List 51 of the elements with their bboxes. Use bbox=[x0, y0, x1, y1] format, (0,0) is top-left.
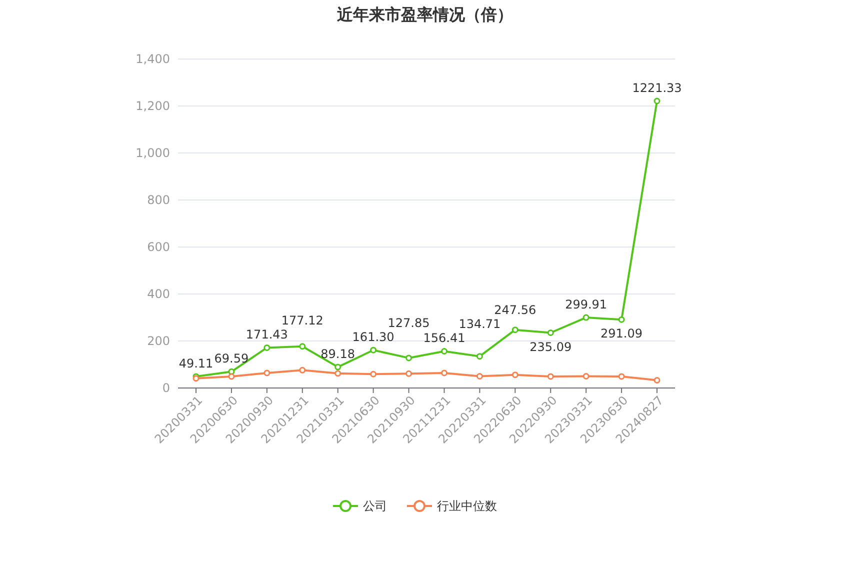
point bbox=[476, 373, 483, 380]
point bbox=[370, 370, 377, 378]
point bbox=[512, 326, 518, 334]
point bbox=[440, 348, 448, 354]
point bbox=[547, 373, 554, 380]
data-label: 235.09 bbox=[530, 340, 572, 354]
point bbox=[264, 344, 270, 351]
point bbox=[654, 98, 660, 104]
y-tick-label: 0 bbox=[162, 381, 170, 396]
data-label: 89.18 bbox=[320, 347, 356, 362]
point bbox=[654, 376, 660, 384]
data-label: 171.43 bbox=[246, 328, 288, 342]
data-label: 134.71 bbox=[458, 317, 501, 332]
y-tick-label: 1,400 bbox=[136, 52, 170, 66]
point bbox=[334, 364, 342, 370]
y-tick-label: 200 bbox=[147, 334, 170, 348]
point bbox=[512, 372, 518, 378]
point bbox=[299, 343, 306, 350]
y-tick-label: 800 bbox=[147, 193, 170, 208]
y-tick-label: 1,200 bbox=[136, 99, 170, 114]
point bbox=[476, 353, 483, 360]
y-tick-label: 1,000 bbox=[136, 146, 170, 160]
point bbox=[334, 370, 342, 377]
data-label: 291.09 bbox=[600, 326, 643, 341]
point bbox=[618, 316, 625, 323]
point bbox=[582, 373, 590, 380]
point bbox=[547, 330, 554, 336]
point bbox=[440, 370, 448, 376]
point bbox=[582, 314, 590, 321]
point bbox=[406, 370, 412, 377]
data-label: 177.12 bbox=[281, 314, 324, 328]
legend-label: 行业中位数 bbox=[437, 499, 497, 514]
data-label: 69.59 bbox=[214, 352, 249, 366]
point bbox=[228, 368, 235, 375]
chart-title: 近年来市盈率情况（倍） bbox=[336, 5, 513, 24]
point bbox=[406, 354, 412, 362]
data-label: 49.11 bbox=[178, 356, 214, 370]
point bbox=[370, 346, 377, 354]
point bbox=[264, 370, 270, 376]
data-label: 156.41 bbox=[423, 331, 466, 346]
point bbox=[618, 373, 625, 380]
point bbox=[228, 373, 235, 380]
data-label: 127.85 bbox=[388, 316, 430, 330]
data-label: 247.56 bbox=[494, 303, 536, 318]
data-label: 299.91 bbox=[565, 298, 608, 312]
y-tick-label: 600 bbox=[147, 240, 170, 254]
y-tick-label: 400 bbox=[147, 287, 170, 302]
legend-label: 公司 bbox=[363, 499, 387, 514]
data-label: 161.30 bbox=[352, 330, 394, 344]
data-label: 1221.33 bbox=[632, 80, 682, 95]
point bbox=[299, 366, 306, 374]
